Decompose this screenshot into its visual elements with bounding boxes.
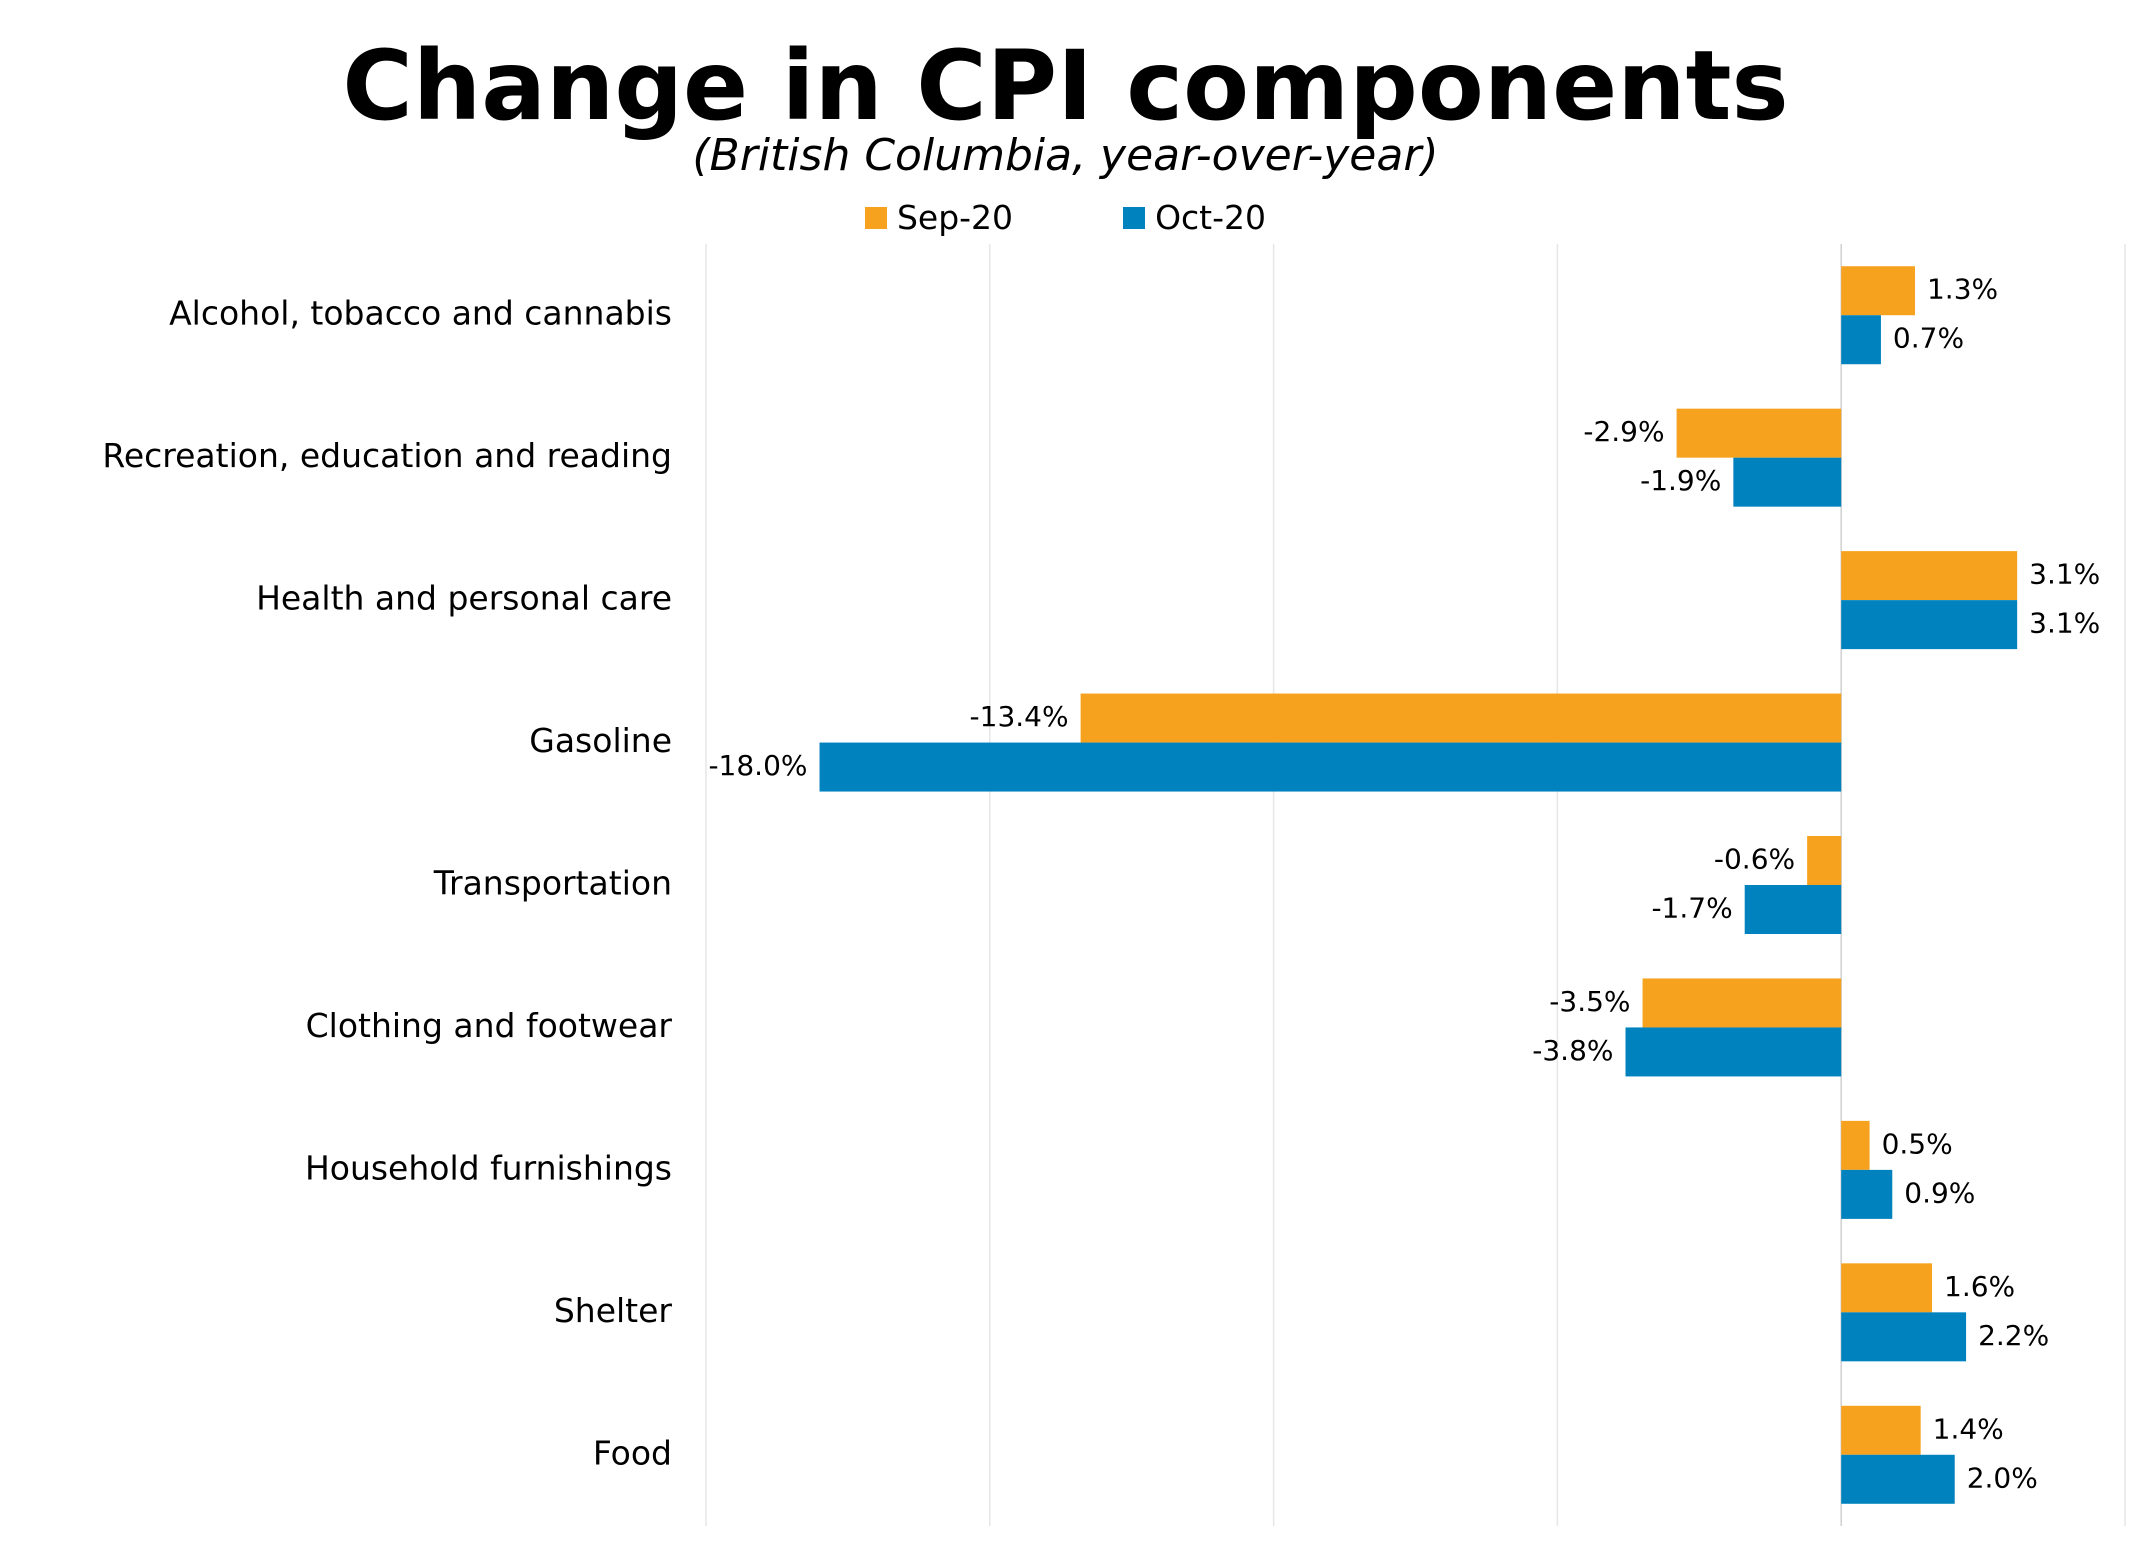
data-label: 3.1% [2029,558,2100,591]
bar-oct-20 [1625,1027,1842,1077]
category-label: Recreation, education and reading [102,436,672,475]
data-label: -1.9% [1640,464,1721,497]
legend-label-oct: Oct-20 [1155,198,1267,237]
bar-oct-20 [1841,600,2018,650]
legend-label-sep: Sep-20 [896,198,1014,237]
data-label: -13.4% [970,700,1069,733]
data-label: 1.6% [1944,1270,2015,1303]
bar-oct-20 [819,742,1842,792]
data-label: 1.4% [1933,1412,2004,1445]
category-label: Clothing and footwear [306,1006,673,1045]
data-label: -18.0% [708,749,807,782]
bar-sep-20 [1841,266,1915,316]
data-label: 1.3% [1927,273,1998,306]
data-label: -0.6% [1714,843,1795,876]
category-label: Health and personal care [256,579,672,618]
category-label: Food [593,1433,672,1472]
chart-title: Change in CPI components [342,30,1789,142]
legend: Sep-20 Oct-20 [0,198,2131,237]
category-label: Household furnishings [305,1148,672,1187]
data-label: -3.8% [1532,1034,1613,1067]
category-label: Gasoline [529,721,672,760]
data-label: 0.5% [1882,1127,1953,1160]
category-label: Alcohol, tobacco and cannabis [169,294,672,333]
category-label: Shelter [554,1291,673,1330]
bar-sep-20 [1841,1120,1870,1170]
bar-sep-20 [1841,1263,1933,1313]
data-label: 3.1% [2029,607,2100,640]
data-label: -1.7% [1651,892,1732,925]
data-label: 0.9% [1904,1176,1975,1209]
data-label: -2.9% [1583,415,1664,448]
bar-oct-20 [1841,1454,1955,1504]
data-label: 2.2% [1978,1319,2049,1352]
legend-swatch-sep [864,206,887,229]
bar-sep-20 [1676,408,1842,458]
data-label: -3.5% [1549,985,1630,1018]
bar-sep-20 [1807,836,1842,885]
legend-swatch-oct [1123,206,1146,229]
data-label: 2.0% [1967,1461,2038,1494]
category-label: Transportation [433,864,672,903]
bar-sep-20 [1841,551,2018,601]
bar-sep-20 [1642,978,1842,1028]
chart-subtitle: (British Columbia, year-over-year) [692,130,1439,181]
bar-oct-20 [1841,315,1881,365]
bar-oct-20 [1841,1312,1967,1362]
bar-oct-20 [1744,885,1842,934]
bar-oct-20 [1733,457,1842,507]
legend-item-oct: Oct-20 [1123,198,1266,237]
bar-oct-20 [1841,1169,1893,1219]
bar-sep-20 [1080,693,1842,743]
bar-sep-20 [1841,1405,1921,1455]
legend-item-sep: Sep-20 [864,198,1014,237]
data-label: 0.7% [1893,322,1964,355]
